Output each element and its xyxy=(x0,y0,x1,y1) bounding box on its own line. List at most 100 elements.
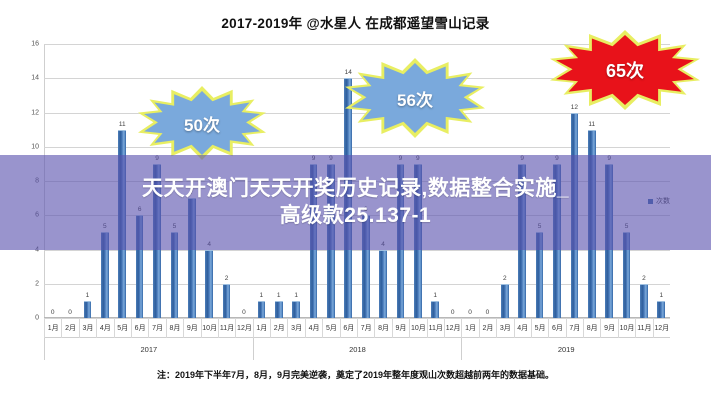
bar-value-label: 5 xyxy=(624,223,629,231)
bar-slot[interactable]: 9 xyxy=(327,44,335,318)
bar[interactable] xyxy=(605,163,613,318)
gridline xyxy=(44,249,670,251)
x-axis-tick-label: 4月 xyxy=(96,318,113,338)
bar[interactable] xyxy=(518,163,526,318)
bar-value-label: 9 xyxy=(155,154,159,162)
bar[interactable] xyxy=(222,283,231,318)
bar-slot[interactable]: 9 xyxy=(553,44,561,318)
gridline xyxy=(44,78,670,80)
bar-slot[interactable]: 0 xyxy=(49,44,57,318)
bar-slot[interactable]: 9 xyxy=(518,44,526,318)
bar[interactable] xyxy=(500,283,509,318)
bar[interactable] xyxy=(187,198,196,318)
x-axis-tick-label: 2月 xyxy=(61,318,78,338)
bar-value-label: 9 xyxy=(520,154,524,162)
bar[interactable] xyxy=(553,163,561,318)
bar-value-label: 12 xyxy=(570,103,578,111)
bar[interactable] xyxy=(274,300,283,318)
bar-value-label: 1 xyxy=(85,291,90,299)
bar-value-label: 9 xyxy=(398,154,403,162)
legend: 次数 xyxy=(648,196,670,206)
bar[interactable] xyxy=(327,163,335,318)
x-axis-tick-label: 9月 xyxy=(183,318,200,338)
legend-label: 次数 xyxy=(656,198,670,205)
x-axis-tick-label: 8月 xyxy=(583,318,600,338)
bar-slot[interactable]: 11 xyxy=(118,44,127,318)
bar-slot[interactable]: 1 xyxy=(274,44,283,318)
bar[interactable] xyxy=(657,300,666,318)
bar[interactable] xyxy=(170,232,179,318)
bar[interactable] xyxy=(587,129,596,318)
x-axis-group-label: 2018 xyxy=(252,338,462,360)
x-axis-tick-label: 6月 xyxy=(339,318,357,338)
bar-value-label: 0 xyxy=(242,309,246,316)
bar[interactable] xyxy=(135,215,144,318)
bar-slot[interactable]: 2 xyxy=(500,44,509,318)
x-axis-tick-label: 1月 xyxy=(461,318,478,338)
bar-slot[interactable]: 9 xyxy=(153,44,161,318)
bar-slot[interactable]: 0 xyxy=(449,44,457,318)
bar-value-label: 1 xyxy=(433,291,438,299)
bar-slot[interactable]: 0 xyxy=(240,44,248,318)
bar-slot[interactable]: 2 xyxy=(222,44,231,318)
bar[interactable] xyxy=(205,249,213,318)
bar-slot[interactable]: 5 xyxy=(535,44,544,318)
bar[interactable] xyxy=(535,232,544,318)
bar-value-label: 0 xyxy=(68,309,72,316)
bar-value-label: 5 xyxy=(172,223,177,231)
x-axis-group-label: 2019 xyxy=(461,338,670,360)
bar-slot[interactable]: 5 xyxy=(170,44,179,318)
bar-slot[interactable]: 7 xyxy=(187,44,196,318)
bar-value-label: 4 xyxy=(381,240,385,248)
bar-value-label: 9 xyxy=(416,154,420,162)
bar-slot[interactable]: 0 xyxy=(66,44,74,318)
bar-slot[interactable]: 6 xyxy=(135,44,144,318)
bar-slot[interactable]: 0 xyxy=(466,44,474,318)
bar[interactable] xyxy=(101,232,109,318)
x-axis-tick-label: 3月 xyxy=(496,318,513,338)
bar[interactable] xyxy=(83,300,92,318)
gridline xyxy=(44,112,670,114)
bar[interactable] xyxy=(622,232,631,318)
bar[interactable] xyxy=(379,249,387,318)
bar-slot[interactable]: 0 xyxy=(484,44,492,318)
bar-slot[interactable]: 1 xyxy=(657,44,666,318)
bar[interactable] xyxy=(570,112,579,318)
bar-slot[interactable]: 1 xyxy=(292,44,300,318)
bar[interactable] xyxy=(153,163,161,318)
bar[interactable] xyxy=(414,163,422,318)
bar-slot[interactable]: 4 xyxy=(205,44,213,318)
bar[interactable] xyxy=(309,163,318,318)
x-axis-tick-label: 8月 xyxy=(165,318,183,338)
bar-value-label: 9 xyxy=(555,154,559,162)
bar[interactable] xyxy=(257,300,266,318)
y-axis-tick: 2 xyxy=(35,280,39,288)
bar-slot[interactable]: 1 xyxy=(83,44,92,318)
bar-slot[interactable]: 2 xyxy=(640,44,648,318)
y-axis-tick: 8 xyxy=(35,177,39,185)
bar-value-label: 14 xyxy=(344,69,352,77)
bar[interactable] xyxy=(396,163,405,318)
bar[interactable] xyxy=(118,129,127,318)
y-axis-tick: 4 xyxy=(35,246,39,253)
bar[interactable] xyxy=(344,78,353,318)
bar[interactable] xyxy=(640,283,648,318)
x-axis-tick-label: 11月 xyxy=(217,318,235,338)
bar[interactable] xyxy=(292,300,300,318)
bar-slot[interactable]: 1 xyxy=(431,44,440,318)
bar-value-label: 2 xyxy=(224,274,229,282)
y-axis-tick: 6 xyxy=(35,211,39,219)
bar-slot[interactable]: 5 xyxy=(101,44,109,318)
bar[interactable] xyxy=(361,215,370,318)
bar-value-label: 2 xyxy=(642,274,646,282)
x-axis-tick-label: 10月 xyxy=(200,318,218,338)
bar-slot[interactable]: 14 xyxy=(344,44,353,318)
bar[interactable] xyxy=(431,300,440,318)
bar-slot[interactable]: 1 xyxy=(257,44,266,318)
x-axis-tick-label: 10月 xyxy=(409,318,426,338)
bar-slot[interactable]: 9 xyxy=(309,44,318,318)
x-axis-tick-label: 3月 xyxy=(78,318,96,338)
x-axis-tick-label: 4月 xyxy=(513,318,531,338)
x-axis-tick-label: 9月 xyxy=(600,318,617,338)
bar-value-label: 6 xyxy=(137,206,142,214)
